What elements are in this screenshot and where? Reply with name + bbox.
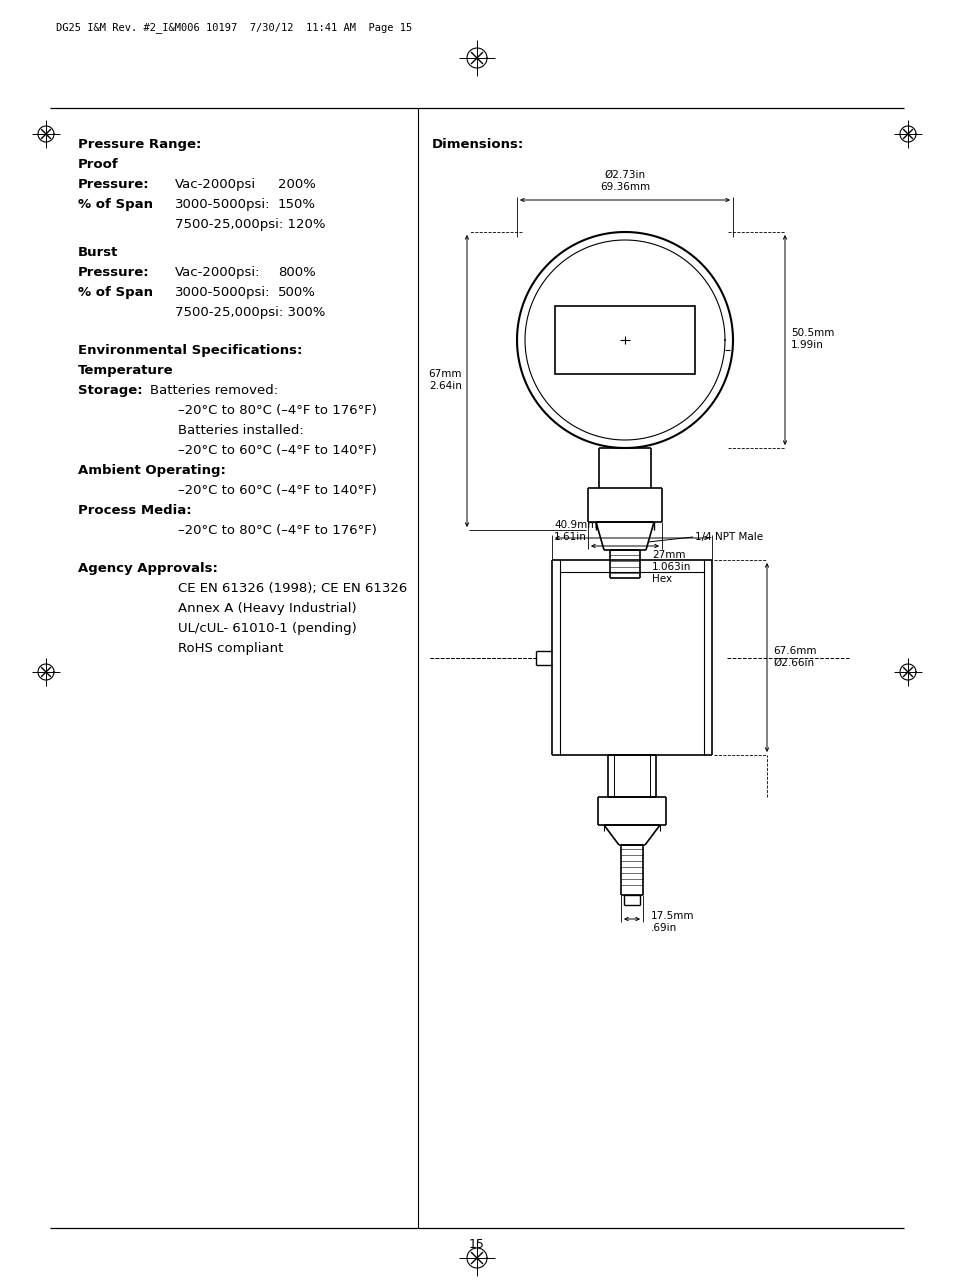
Text: 3000-5000psi:: 3000-5000psi: [174,285,271,300]
Bar [555,306,695,374]
Text: 40.9mm: 40.9mm [554,520,597,530]
Text: Temperature: Temperature [78,364,173,377]
Text: 69.36mm: 69.36mm [599,183,649,192]
Text: CE EN 61326 (1998); CE EN 61326: CE EN 61326 (1998); CE EN 61326 [178,583,407,595]
Text: 17.5mm: 17.5mm [650,910,694,921]
Text: Proof: Proof [78,158,118,171]
Text: 3000-5000psi:: 3000-5000psi: [174,198,271,211]
Text: 50.5mm: 50.5mm [790,328,834,338]
Text: Process Media:: Process Media: [78,504,192,517]
Text: 1.99in: 1.99in [790,340,823,350]
Text: 1.61in: 1.61in [554,532,586,541]
Text: 7500-25,000psi: 120%: 7500-25,000psi: 120% [174,219,325,231]
Text: –20°C to 60°C (–4°F to 140°F): –20°C to 60°C (–4°F to 140°F) [178,484,376,496]
Text: Ambient Operating:: Ambient Operating: [78,464,226,477]
Text: Ø2.73in: Ø2.73in [604,170,645,180]
Text: Batteries removed:: Batteries removed: [150,385,278,397]
Text: 500%: 500% [277,285,315,300]
Text: 15: 15 [469,1238,484,1251]
Text: Batteries installed:: Batteries installed: [178,424,303,437]
Text: Ø2.66in: Ø2.66in [772,657,813,667]
Text: % of Span: % of Span [78,198,152,211]
Text: 67mm: 67mm [428,369,461,379]
Text: .69in: .69in [650,923,677,934]
Text: –20°C to 80°C (–4°F to 176°F): –20°C to 80°C (–4°F to 176°F) [178,404,376,417]
Text: Vac-2000psi:: Vac-2000psi: [174,266,260,279]
Text: UL/cUL- 61010-1 (pending): UL/cUL- 61010-1 (pending) [178,622,356,635]
Text: 1.063in: 1.063in [651,562,691,572]
Text: Storage:: Storage: [78,385,143,397]
Text: 1/4 NPT Male: 1/4 NPT Male [695,532,762,541]
Text: 67.6mm: 67.6mm [772,646,816,656]
Text: 27mm: 27mm [651,550,685,559]
Text: Environmental Specifications:: Environmental Specifications: [78,343,302,358]
Text: 2.64in: 2.64in [429,381,461,391]
Text: Pressure Range:: Pressure Range: [78,138,201,150]
Text: 7500-25,000psi: 300%: 7500-25,000psi: 300% [174,306,325,319]
Text: Vac-2000psi: Vac-2000psi [174,177,255,192]
Text: 150%: 150% [277,198,315,211]
Text: –20°C to 80°C (–4°F to 176°F): –20°C to 80°C (–4°F to 176°F) [178,523,376,538]
Text: Pressure:: Pressure: [78,266,150,279]
Text: Agency Approvals:: Agency Approvals: [78,562,217,575]
Text: RoHS compliant: RoHS compliant [178,642,283,655]
Text: 800%: 800% [277,266,315,279]
Text: % of Span: % of Span [78,285,152,300]
Text: DG25 I&M Rev. #2_I&M006 10197  7/30/12  11:41 AM  Page 15: DG25 I&M Rev. #2_I&M006 10197 7/30/12 11… [56,22,412,33]
Text: Pressure:: Pressure: [78,177,150,192]
Text: Hex: Hex [651,574,672,584]
Text: 200%: 200% [277,177,315,192]
Text: Dimensions:: Dimensions: [432,138,524,150]
Text: Burst: Burst [78,246,118,258]
Text: Annex A (Heavy Industrial): Annex A (Heavy Industrial) [178,602,356,615]
Text: –20°C to 60°C (–4°F to 140°F): –20°C to 60°C (–4°F to 140°F) [178,444,376,457]
